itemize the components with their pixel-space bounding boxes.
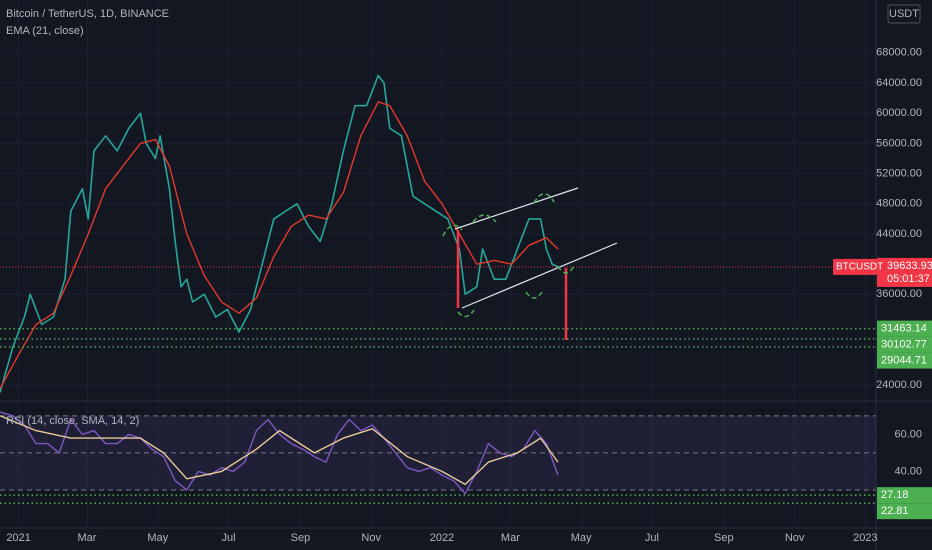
x-tick-label: May [571, 532, 592, 544]
level-label-box [877, 503, 932, 520]
series-line [0, 74, 559, 393]
x-tick-label: Sep [291, 532, 311, 544]
y-tick-label: 64000.00 [876, 77, 922, 89]
pivot-arc [557, 265, 575, 274]
x-tick-label: Jul [645, 532, 659, 544]
series-line [0, 101, 559, 390]
x-tick-label: May [147, 532, 168, 544]
y-tick-label: 44000.00 [876, 228, 922, 240]
symbol-label: BTCUSDT [836, 262, 883, 273]
level-label: 31463.14 [881, 322, 927, 334]
pivot-arc [457, 309, 475, 318]
y-tick-label: 40.00 [894, 465, 922, 477]
x-tick-label: Mar [78, 532, 97, 544]
ema-legend: EMA (21, close) [6, 25, 84, 37]
y-tick-label: 24000.00 [876, 379, 922, 391]
x-tick-label: 2023 [853, 532, 877, 544]
x-tick-label: 2022 [430, 532, 454, 544]
y-tick-label: 60.00 [894, 428, 922, 440]
symbol-box [833, 258, 877, 275]
unit-box[interactable] [887, 4, 921, 24]
level-label: 27.18 [881, 489, 909, 501]
level-label-box [877, 487, 932, 504]
rsi-band [0, 415, 876, 490]
level-label: 22.81 [881, 505, 909, 517]
level-label-box [877, 352, 932, 369]
level-label-box [877, 336, 932, 353]
y-tick-label: 68000.00 [876, 47, 922, 59]
y-tick-label: 60000.00 [876, 107, 922, 119]
x-tick-label: Mar [501, 532, 520, 544]
y-tick-label: 52000.00 [876, 167, 922, 179]
channel-lower [461, 242, 618, 309]
pivot-arc [533, 193, 555, 204]
pivot-arc [525, 291, 543, 299]
pivot-arc [442, 224, 463, 237]
last-price-label: 39633.93 [887, 260, 932, 272]
x-tick-label: Jul [221, 532, 235, 544]
series-line [0, 415, 559, 486]
x-tick-label: Nov [361, 532, 381, 544]
x-tick-label: 2021 [6, 532, 30, 544]
x-tick-label: Sep [714, 532, 734, 544]
chart-title: Bitcoin / TetherUS, 1D, BINANCE [6, 8, 169, 20]
y-tick-label: 36000.00 [876, 288, 922, 300]
x-tick-label: Nov [785, 532, 805, 544]
rsi-legend: RSI (14, close, SMA, 14, 2) [6, 415, 139, 427]
drawings [442, 187, 618, 340]
pivot-arc [472, 214, 497, 223]
y-tick-label: 56000.00 [876, 137, 922, 149]
last-price-box [877, 257, 932, 287]
channel-upper [454, 187, 579, 230]
level-label-box [877, 320, 932, 337]
y-tick-label: 48000.00 [876, 198, 922, 210]
level-label: 30102.77 [881, 338, 927, 350]
series-line [0, 411, 559, 495]
countdown-label: 05:01:37 [887, 273, 930, 285]
level-label: 29044.71 [881, 354, 927, 366]
price-unit[interactable]: USDT [889, 8, 919, 20]
